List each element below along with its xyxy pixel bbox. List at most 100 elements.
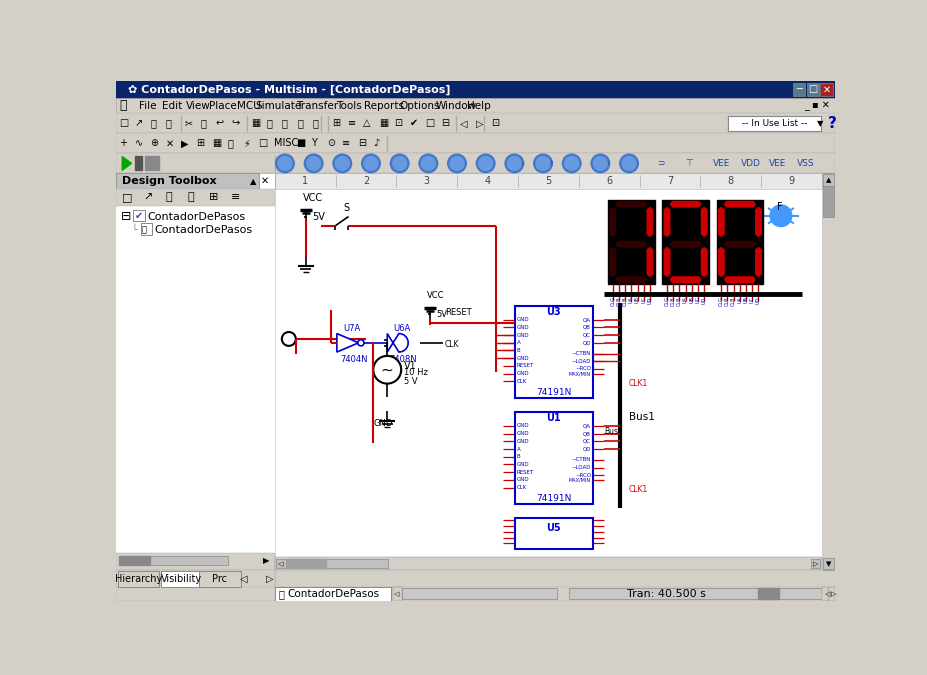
Text: U5: U5 xyxy=(546,522,561,533)
Text: ■: ■ xyxy=(296,138,305,148)
Text: 5V: 5V xyxy=(311,212,324,222)
Bar xyxy=(116,134,834,153)
Text: GND: GND xyxy=(516,317,528,322)
Text: ↓: ↓ xyxy=(573,159,580,168)
Text: ▷: ▷ xyxy=(830,591,835,597)
Text: Tools: Tools xyxy=(336,101,362,111)
Text: ▦: ▦ xyxy=(250,118,260,128)
Text: UA: UA xyxy=(737,296,742,304)
Text: GND: GND xyxy=(516,423,528,429)
Text: 74191N: 74191N xyxy=(536,494,571,503)
Polygon shape xyxy=(669,277,700,282)
Bar xyxy=(274,587,390,601)
Bar xyxy=(139,157,142,170)
Polygon shape xyxy=(669,201,700,207)
Text: ≡: ≡ xyxy=(342,138,350,148)
Circle shape xyxy=(592,157,606,170)
Polygon shape xyxy=(724,201,755,207)
Bar xyxy=(276,559,286,568)
Text: GND: GND xyxy=(516,371,528,376)
Polygon shape xyxy=(755,248,760,276)
Text: GND: GND xyxy=(516,439,528,444)
Text: U7A: U7A xyxy=(343,324,360,333)
Text: V1: V1 xyxy=(404,360,416,371)
Bar xyxy=(822,558,833,569)
Circle shape xyxy=(335,157,349,170)
Bar xyxy=(607,200,654,284)
Text: ⎘: ⎘ xyxy=(200,118,206,128)
Text: Bus1: Bus1 xyxy=(603,427,622,437)
Circle shape xyxy=(447,154,465,173)
Circle shape xyxy=(373,356,400,383)
Text: _ ▪ ✕: _ ▪ ✕ xyxy=(804,101,829,111)
Bar xyxy=(116,553,274,570)
Text: Options: Options xyxy=(400,101,439,111)
Circle shape xyxy=(421,157,435,170)
Text: ~RCO: ~RCO xyxy=(575,472,590,478)
Text: □: □ xyxy=(425,118,434,128)
Text: UC: UC xyxy=(641,296,645,304)
Text: VSS: VSS xyxy=(795,159,813,168)
Text: MAX/MIN: MAX/MIN xyxy=(568,477,590,483)
Circle shape xyxy=(419,154,438,173)
Bar xyxy=(116,153,834,173)
Text: ⊟: ⊟ xyxy=(440,118,449,128)
Text: UD: UD xyxy=(647,296,652,304)
Circle shape xyxy=(390,154,409,173)
Bar xyxy=(119,556,227,566)
Circle shape xyxy=(304,154,323,173)
Text: ▼: ▼ xyxy=(816,119,822,128)
Text: 7408N: 7408N xyxy=(388,355,416,364)
Polygon shape xyxy=(616,277,646,282)
Text: RESET: RESET xyxy=(445,308,472,317)
Bar xyxy=(514,518,592,549)
Polygon shape xyxy=(664,207,669,236)
Bar xyxy=(728,115,820,131)
Bar xyxy=(756,589,779,599)
Text: ▷: ▷ xyxy=(812,561,818,567)
Text: QD: QD xyxy=(582,447,590,452)
Text: QB: QB xyxy=(582,325,590,330)
Bar xyxy=(662,200,708,284)
Text: ~LOAD: ~LOAD xyxy=(571,465,590,470)
Text: 📋: 📋 xyxy=(187,192,194,202)
Text: VCC: VCC xyxy=(302,192,323,202)
Text: UA: UA xyxy=(682,296,688,304)
Text: F: F xyxy=(776,202,781,212)
Text: 🖨: 🖨 xyxy=(165,118,171,128)
Text: ✿ ContadorDePasos - Multisim - [ContadorDePasos]: ✿ ContadorDePasos - Multisim - [Contador… xyxy=(128,84,451,95)
Text: ◁: ◁ xyxy=(278,561,284,567)
Text: QB: QB xyxy=(582,431,590,436)
Text: Reports: Reports xyxy=(363,101,403,111)
Circle shape xyxy=(275,154,294,173)
Polygon shape xyxy=(724,277,755,282)
Text: Visibility: Visibility xyxy=(161,574,202,584)
Text: Edit: Edit xyxy=(162,101,183,111)
Text: ─: ─ xyxy=(795,84,801,95)
Text: 5: 5 xyxy=(544,176,551,186)
Text: ◁: ◁ xyxy=(824,591,830,597)
Text: ≡: ≡ xyxy=(231,192,240,202)
Text: File: File xyxy=(139,101,157,111)
Text: ✔: ✔ xyxy=(410,118,417,128)
Text: GND: GND xyxy=(516,333,528,338)
Polygon shape xyxy=(646,207,652,236)
Circle shape xyxy=(478,157,492,170)
Text: CLB: CLB xyxy=(616,296,621,306)
Text: Y: Y xyxy=(311,138,317,148)
Text: ~LOAD: ~LOAD xyxy=(571,359,590,364)
Text: ▶: ▶ xyxy=(262,556,269,565)
Text: 5 V: 5 V xyxy=(404,377,417,385)
Text: MISC: MISC xyxy=(273,138,298,148)
Bar xyxy=(160,572,203,587)
Text: GND: GND xyxy=(516,462,528,467)
Bar xyxy=(569,589,762,599)
Circle shape xyxy=(363,157,377,170)
Text: 74191N: 74191N xyxy=(536,387,571,397)
Bar xyxy=(806,82,818,97)
Polygon shape xyxy=(701,248,706,276)
Text: QA: QA xyxy=(582,423,590,429)
Text: GND: GND xyxy=(516,477,528,483)
Text: ContadorDePasos: ContadorDePasos xyxy=(155,225,252,236)
Text: △: △ xyxy=(362,118,370,128)
